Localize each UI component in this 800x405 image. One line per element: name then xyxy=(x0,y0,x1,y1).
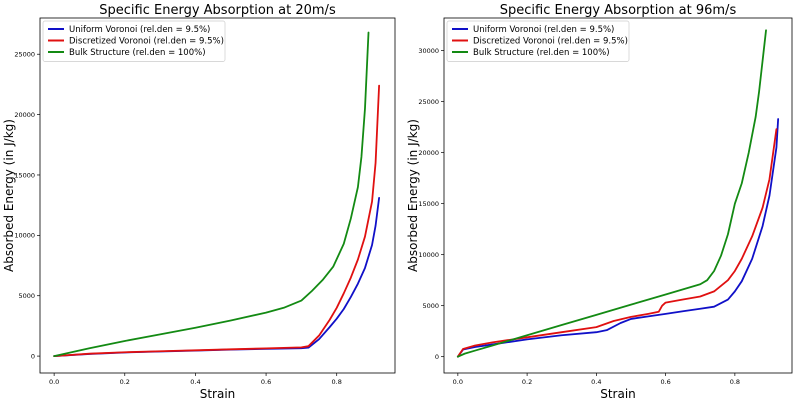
legend-box xyxy=(42,20,226,62)
series-line-2 xyxy=(456,128,778,358)
x-tick-label: 0.0 xyxy=(49,378,59,386)
x-tick-label: 0.4 xyxy=(591,378,601,386)
y-axis-title: Absorbed Energy (in J/kg) xyxy=(406,119,420,272)
series-line-3 xyxy=(53,31,370,358)
y-tick-label: 20000 xyxy=(418,149,439,157)
legend: Uniform Voronoi (rel.den = 9.5%) Discreti… xyxy=(446,20,630,62)
y-tick-label: 10000 xyxy=(418,251,439,259)
legend-label: Discretized Voronoi (rel.den = 9.5%) xyxy=(69,37,224,47)
x-tick-label: 0.6 xyxy=(660,378,670,386)
chart-panel-2: Specific Energy Absorption at 96m/s 0.0 0.… xyxy=(406,3,793,401)
x-tick-label: 0.2 xyxy=(522,378,532,386)
y-tick-label: 25000 xyxy=(418,98,439,106)
x-tick-label: 0.0 xyxy=(453,378,463,386)
chart-panel-1: Specific Energy Absorption at 20m/s 0.0 0.… xyxy=(2,3,396,401)
legend-label: Discretized Voronoi (rel.den = 9.5%) xyxy=(473,37,628,47)
y-tick-label: 0 xyxy=(435,353,439,361)
x-axis-title: Strain xyxy=(200,387,236,401)
y-tick-label: 15000 xyxy=(14,171,35,179)
legend-label: Uniform Voronoi (rel.den = 9.5%) xyxy=(69,25,210,35)
x-tick-label: 0.8 xyxy=(332,378,342,386)
y-tick-label: 25000 xyxy=(14,51,35,59)
series-line-1 xyxy=(53,197,381,358)
x-tick-label: 0.6 xyxy=(261,378,271,386)
x-tick-label: 0.8 xyxy=(730,378,740,386)
plot-frame xyxy=(39,17,396,374)
x-tick-label: 0.2 xyxy=(120,378,130,386)
legend-label: Bulk Structure (rel.den = 100%) xyxy=(473,48,610,58)
legend-label: Uniform Voronoi (rel.den = 9.5%) xyxy=(473,25,614,35)
y-tick-label: 30000 xyxy=(418,47,439,55)
plot-frame xyxy=(443,17,793,374)
chart-title: Specific Energy Absorption at 96m/s xyxy=(500,3,737,18)
legend-label: Bulk Structure (rel.den = 100%) xyxy=(69,48,206,58)
x-axis-title: Strain xyxy=(600,387,636,401)
series-line-3 xyxy=(456,29,767,358)
legend-box xyxy=(446,20,630,62)
series-line-1 xyxy=(456,118,780,358)
legend: Uniform Voronoi (rel.den = 9.5%) Discreti… xyxy=(42,20,226,62)
y-tick-label: 5000 xyxy=(18,292,35,300)
y-axis-title: Absorbed Energy (in J/kg) xyxy=(2,119,16,272)
y-tick-label: 5000 xyxy=(422,302,439,310)
y-tick-label: 10000 xyxy=(14,232,35,240)
y-tick-label: 20000 xyxy=(14,111,35,119)
y-tick-label: 0 xyxy=(31,352,35,360)
series-line-2 xyxy=(53,84,381,358)
y-tick-label: 15000 xyxy=(418,200,439,208)
x-tick-label: 0.4 xyxy=(190,378,200,386)
chart-title: Specific Energy Absorption at 20m/s xyxy=(99,3,336,18)
